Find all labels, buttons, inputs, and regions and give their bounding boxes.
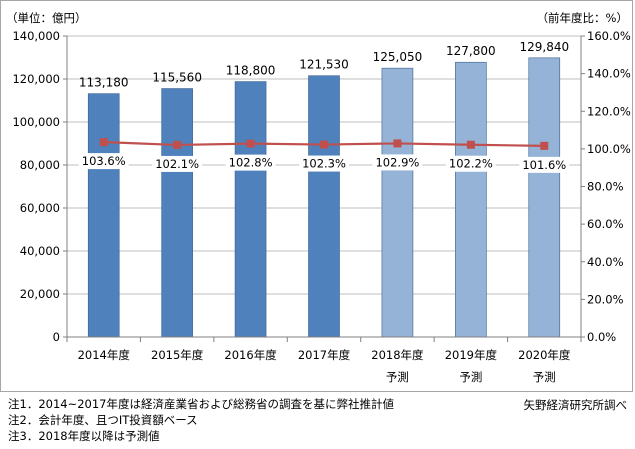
- right-tick-label: 20.0%: [587, 292, 624, 306]
- growth-marker: [99, 138, 108, 147]
- bar: [308, 75, 340, 338]
- left-tick-label: 0: [53, 330, 60, 344]
- right-tick-label: 140.0%: [587, 67, 631, 81]
- growth-marker: [246, 139, 255, 148]
- growth-line-series: [99, 138, 549, 150]
- right-tick-label: 160.0%: [587, 29, 631, 43]
- left-tick-label: 40,000: [20, 244, 60, 258]
- right-tick-label: 40.0%: [587, 255, 624, 269]
- growth-value-label: 102.2%: [449, 157, 493, 171]
- x-category-label: 2014年度: [78, 348, 131, 362]
- growth-label-bg: [519, 156, 570, 173]
- right-tick-label: 80.0%: [587, 180, 624, 194]
- bar-value-label: 127,800: [446, 44, 496, 58]
- growth-marker: [320, 140, 328, 149]
- note-3: 注3．2018年度以降は予測値: [8, 429, 160, 443]
- growth-label-bg: [78, 153, 129, 170]
- source-label: 矢野経済研究所調べ: [523, 398, 628, 412]
- growth-label-bg: [445, 155, 496, 172]
- bar-value-labels: 113,180 115,560 118,800 121,530 125,050 127,8…: [79, 40, 569, 90]
- chart-svg: （単位：億円） （前年度比：%） 113,180 115,560 118,800 12…: [6, 11, 631, 384]
- growth-label-bg: [225, 154, 276, 171]
- growth-value-label: 101.6%: [522, 158, 566, 172]
- bar: [161, 88, 193, 338]
- bar-value-label: 121,530: [299, 58, 349, 72]
- growth-label-bg: [372, 154, 423, 171]
- right-tick-label: 0.0%: [587, 330, 616, 344]
- growth-label-bg: [152, 155, 203, 172]
- x-category-label: 2020年度: [518, 348, 571, 362]
- x-category-label: 2017年度: [298, 348, 351, 362]
- left-tick-label: 100,000: [12, 115, 60, 129]
- growth-value-labels: 103.6% 102.1% 102.8% 102.3% 102.9% 102.2% 101.…: [78, 153, 570, 173]
- note-1: 注1．2014~2017年度は経済産業省および総務省の調査を基に弊社推計値: [8, 397, 394, 411]
- left-tick-label: 80,000: [20, 158, 60, 172]
- x-category-sublabel: 予測: [533, 370, 556, 384]
- growth-value-label: 102.8%: [229, 156, 273, 170]
- axes: [63, 35, 585, 342]
- right-axis-tick-labels: 0.0% 20.0% 40.0% 60.0% 80.0% 100.0% 120.0% 140.…: [587, 29, 631, 344]
- growth-value-label: 102.9%: [375, 155, 419, 169]
- growth-value-label: 102.3%: [302, 157, 346, 171]
- x-category-label: 2019年度: [445, 348, 498, 362]
- bar-value-label: 118,800: [226, 64, 276, 78]
- bar-value-label: 115,560: [152, 71, 202, 85]
- left-tick-label: 140,000: [12, 29, 60, 43]
- bar: [528, 57, 561, 338]
- left-axis-unit-label: （単位：億円）: [6, 11, 87, 25]
- growth-marker: [173, 140, 182, 149]
- x-category-label: 2018年度: [371, 348, 424, 362]
- x-category-label: 2015年度: [151, 348, 204, 362]
- bar: [87, 93, 120, 338]
- bar: [234, 81, 267, 338]
- x-category-label: 2016年度: [224, 348, 277, 362]
- left-tick-label: 20,000: [20, 287, 60, 301]
- x-axis-category-labels: 2014年度 2015年度 2016年度 2017年度 2018年度予測2019年度予測…: [78, 348, 571, 384]
- bar: [381, 67, 414, 338]
- right-tick-label: 60.0%: [587, 217, 624, 231]
- left-tick-label: 120,000: [12, 72, 60, 86]
- growth-value-label: 103.6%: [82, 154, 126, 168]
- right-tick-label: 100.0%: [587, 142, 631, 156]
- left-axis-tick-labels: 0 20,000 40,000 60,000 80,000 100,000 120,000 1…: [12, 29, 60, 344]
- growth-label-bg: [299, 155, 349, 172]
- x-category-sublabel: 予測: [459, 370, 482, 384]
- growth-marker: [466, 140, 475, 149]
- left-tick-label: 60,000: [20, 201, 60, 215]
- note-2: 注2．会計年度、且つIT投資額ベース: [8, 413, 198, 427]
- growth-marker: [393, 139, 402, 148]
- bar-value-label: 113,180: [79, 76, 129, 90]
- growth-value-label: 102.1%: [155, 157, 199, 171]
- x-category-sublabel: 予測: [386, 370, 409, 384]
- bar-value-label: 129,840: [519, 40, 569, 54]
- growth-marker: [540, 141, 549, 150]
- right-axis-unit-label: （前年度比：%）: [537, 11, 628, 25]
- right-tick-label: 120.0%: [587, 104, 631, 118]
- bar: [455, 61, 487, 338]
- bar-series: [87, 57, 561, 338]
- bar-value-label: 125,050: [373, 50, 423, 64]
